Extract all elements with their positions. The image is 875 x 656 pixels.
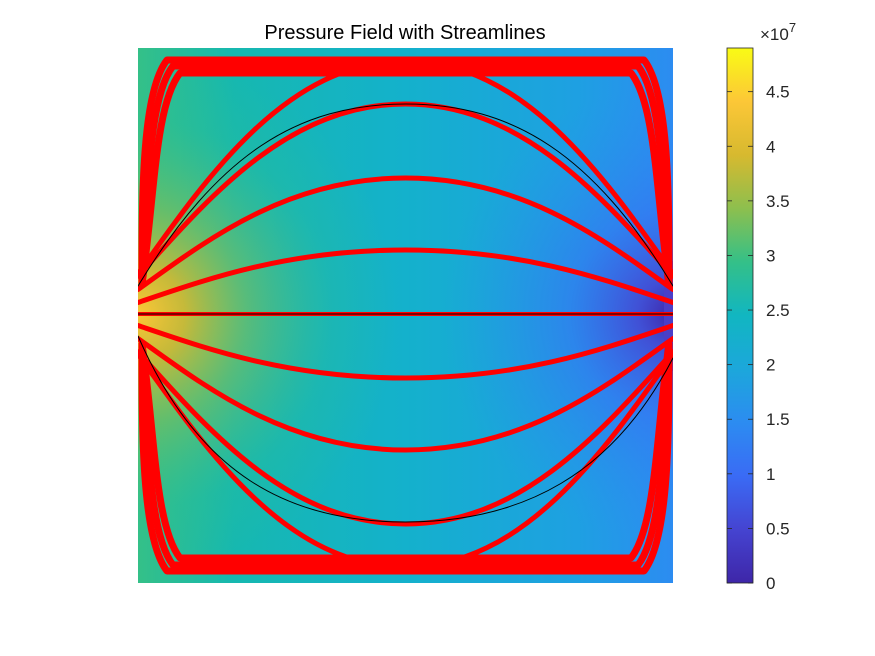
streamline-highlight [138, 103, 673, 287]
colorbar-tick-label: 2.5 [766, 301, 790, 320]
colorbar-ticks: 0 0.5 1 1.5 2 2.5 3 3.5 4 4.5 [727, 83, 790, 593]
colorbar-tick-label: 4.5 [766, 83, 790, 102]
colorbar-tick-label: 3.5 [766, 192, 790, 211]
colorbar: 0 0.5 1 1.5 2 2.5 3 3.5 4 4.5 ×107 [726, 20, 796, 593]
streamline-wall-loop [138, 56, 673, 575]
streamlines [138, 56, 673, 575]
streamline-highlight [138, 335, 673, 523]
colorbar-tick-label: 0.5 [766, 519, 790, 538]
colorbar-tick-label: 3 [766, 246, 775, 265]
plot-area [138, 48, 673, 583]
colorbar-tick-label: 2 [766, 356, 775, 375]
colorbar-tick-label: 0 [766, 574, 775, 593]
colorbar-tick-label: 1 [766, 465, 775, 484]
streamline [138, 349, 673, 527]
streamline [138, 323, 673, 381]
colorbar-exponent: ×107 [760, 20, 796, 44]
streamline-wall-loop [138, 62, 673, 569]
colorbar-tick-label: 4 [766, 137, 775, 156]
colorbar-gradient [726, 47, 754, 584]
streamline-wall-loop [138, 69, 673, 562]
streamline [138, 175, 673, 293]
colorbar-tick-label: 1.5 [766, 410, 790, 429]
streamline [138, 335, 673, 453]
chart-title: Pressure Field with Streamlines [264, 22, 545, 44]
streamline [138, 247, 673, 305]
